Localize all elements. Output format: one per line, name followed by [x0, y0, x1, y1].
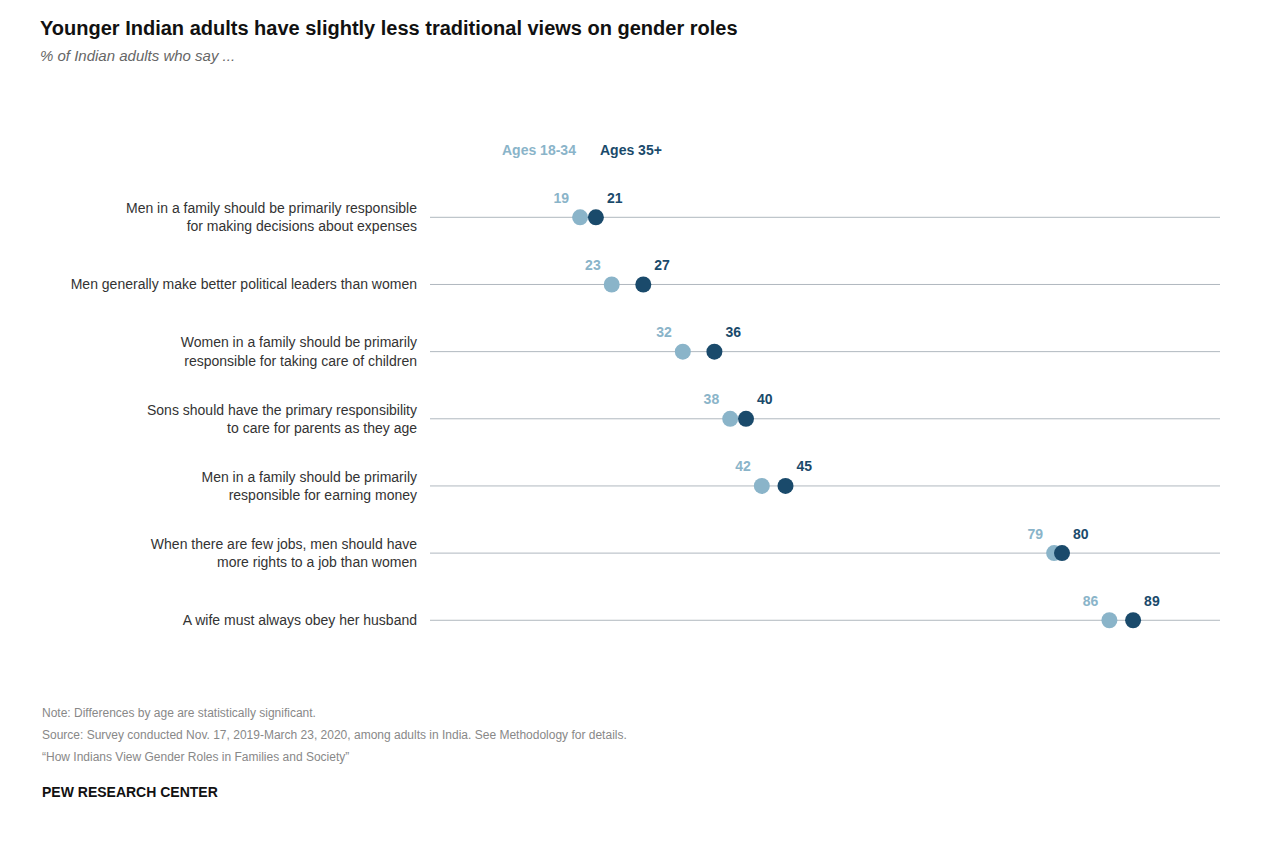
svg-text:79: 79	[1028, 526, 1044, 542]
svg-text:Women in a family should be pr: Women in a family should be primarilyres…	[181, 334, 417, 368]
svg-text:89: 89	[1144, 593, 1160, 609]
svg-text:23: 23	[585, 257, 601, 273]
svg-text:Younger Indian adults have sli: Younger Indian adults have slightly less…	[40, 17, 738, 64]
svg-text:Ages 18-34: Ages 18-34	[502, 142, 576, 158]
svg-text:PEW RESEARCH CENTER: PEW RESEARCH CENTER	[42, 784, 218, 800]
svg-text:“How Indians View Gender Roles: “How Indians View Gender Roles in Famili…	[42, 750, 349, 764]
svg-text:86: 86	[1083, 593, 1099, 609]
svg-text:27: 27	[654, 257, 670, 273]
svg-text:A wife must always obey her hu: A wife must always obey her husband	[183, 612, 417, 628]
svg-text:45: 45	[797, 458, 813, 474]
svg-text:Ages 35+: Ages 35+	[600, 142, 662, 158]
svg-text:Men in a family should be prim: Men in a family should be primarily resp…	[126, 200, 417, 234]
svg-text:32: 32	[656, 324, 672, 340]
svg-text:21: 21	[607, 190, 623, 206]
svg-text:When there are few jobs, men s: When there are few jobs, men should have…	[151, 536, 417, 570]
svg-text:40: 40	[757, 391, 773, 407]
svg-text:80: 80	[1073, 526, 1089, 542]
svg-text:Sons should have the primary r: Sons should have the primary responsibil…	[147, 402, 417, 436]
svg-text:19: 19	[554, 190, 570, 206]
svg-text:Source: Survey conducted Nov.: Source: Survey conducted Nov. 17, 2019-M…	[42, 728, 627, 742]
svg-text:42: 42	[735, 458, 751, 474]
svg-text:36: 36	[725, 324, 741, 340]
svg-text:38: 38	[704, 391, 720, 407]
svg-text:Men generally make better poli: Men generally make better political lead…	[71, 276, 417, 292]
svg-text:Note: Differences by age are s: Note: Differences by age are statistical…	[42, 706, 316, 720]
svg-text:Men in a family should be prim: Men in a family should be primarilyrespo…	[201, 469, 417, 503]
